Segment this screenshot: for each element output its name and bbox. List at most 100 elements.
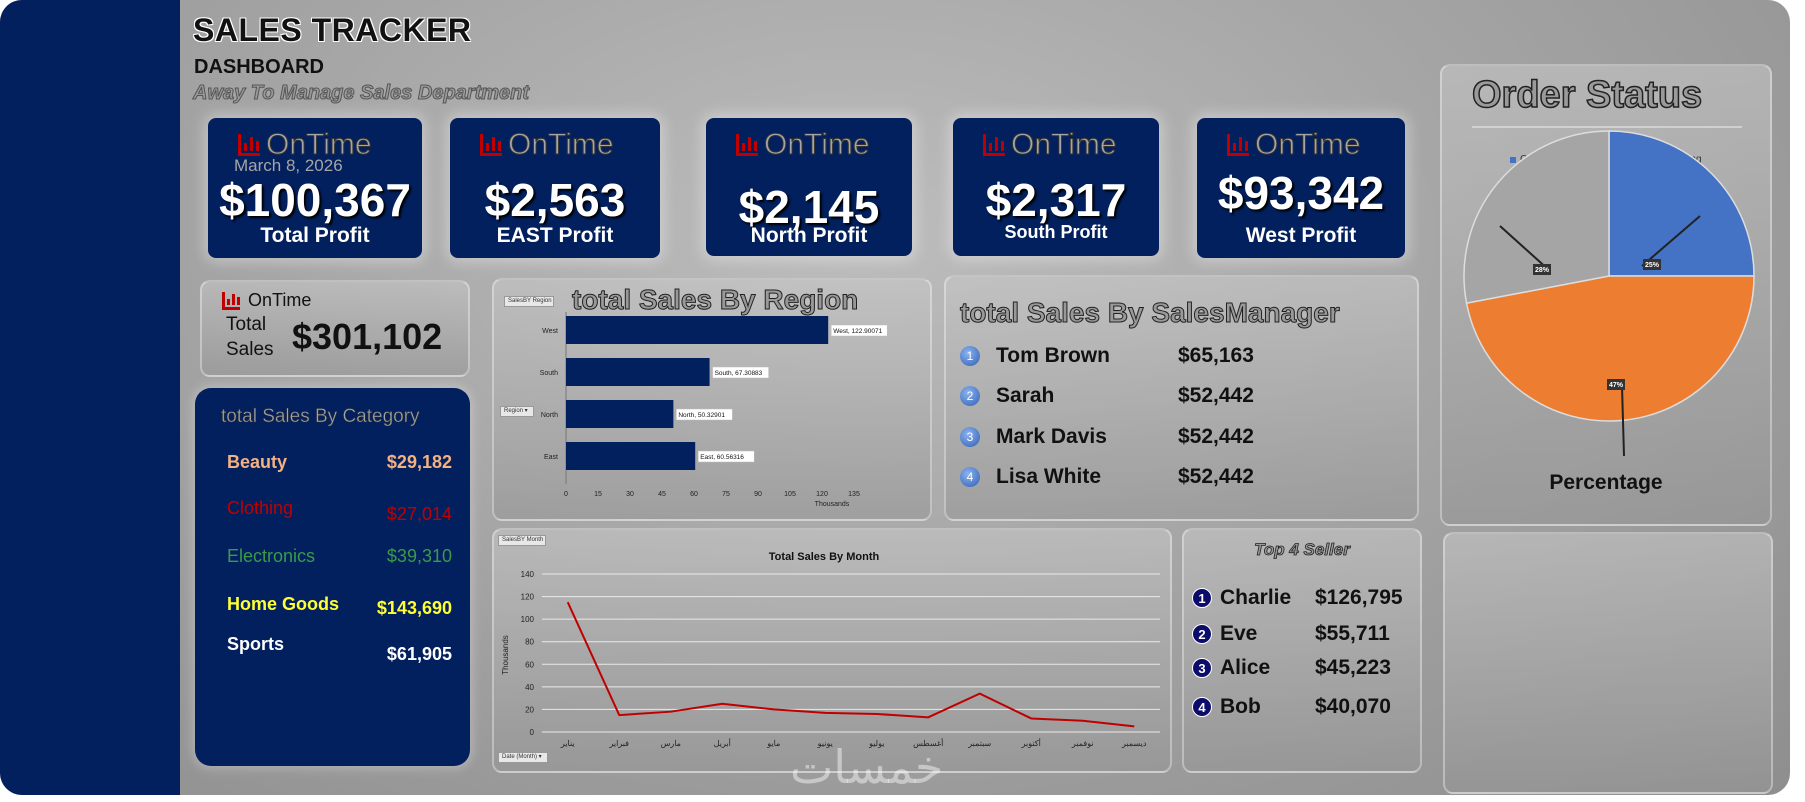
- month-y-tick: 80: [525, 638, 534, 647]
- kpi-date: March 8, 2026: [234, 156, 343, 175]
- region-data-label-box: [676, 408, 733, 421]
- month-x-tick: سبتمبر: [967, 739, 991, 748]
- pie-leader: [1621, 385, 1625, 457]
- region-x-tick: 75: [722, 491, 730, 498]
- pie-label: 28%: [1535, 267, 1550, 274]
- watermark: خمسات: [790, 740, 944, 794]
- rank-badge-icon: 2: [1192, 624, 1212, 644]
- kpi-badge: OnTime: [983, 128, 1117, 162]
- sales-by-manager-panel: total Sales By SalesManager 1 Tom Brown $6…: [944, 275, 1419, 521]
- kpi-west-profit: OnTime $93,342 West Profit: [1197, 118, 1405, 258]
- side-band: [0, 0, 180, 795]
- kpi-label: Total Profit: [260, 224, 370, 247]
- month-field-button[interactable]: SalesBY Month: [498, 535, 546, 546]
- month-x-tick: فبراير: [608, 739, 629, 748]
- region-x-tick: 135: [848, 491, 860, 498]
- order-status-title: Order Status: [1471, 73, 1703, 117]
- region-x-unit: Thousands: [815, 501, 850, 508]
- month-filter-dropdown[interactable]: Date (Month) ▾: [498, 752, 548, 763]
- month-x-tick: أكتوبر: [1021, 737, 1041, 748]
- kpi-label: South Profit: [1004, 222, 1108, 242]
- bar-chart-icon: [736, 134, 758, 156]
- pie-leader: [1499, 225, 1551, 272]
- manager-row: 1 Tom Brown $65,163: [960, 341, 1410, 371]
- region-data-label: South, 67.30883: [715, 370, 763, 377]
- total-sales-card: OnTime Total Sales $301,102: [200, 280, 470, 377]
- rank-badge-icon: 3: [960, 427, 980, 447]
- seller-row: 1 Charlie $126,795: [1192, 586, 1417, 610]
- kpi-label: North Profit: [750, 224, 868, 247]
- pie-slice: [1608, 130, 1755, 277]
- kpi-badge: OnTime: [736, 128, 870, 162]
- region-bar: [566, 400, 674, 428]
- pie-label: 47%: [1609, 382, 1624, 389]
- bar-chart-icon: [238, 134, 260, 156]
- month-y-tick: 120: [521, 593, 535, 602]
- category-row: Electronics $39,310: [227, 546, 452, 566]
- seller-row: 4 Bob $40,070: [1192, 695, 1417, 719]
- region-filter-dropdown[interactable]: Region ▾: [500, 406, 534, 417]
- category-row: Beauty $29,182: [227, 452, 452, 472]
- region-data-label: West, 122.90071: [833, 328, 882, 335]
- order-status-panel: Order Status CancelledCompletedPending 2…: [1440, 64, 1772, 526]
- month-y-tick: 100: [521, 615, 535, 624]
- manager-row: 3 Mark Davis $52,442: [960, 422, 1410, 452]
- region-x-tick: 0: [564, 491, 568, 498]
- rank-badge-icon: 4: [1192, 697, 1212, 717]
- category-row: Sports $61,905: [227, 634, 452, 664]
- pie-slice: [1463, 130, 1610, 305]
- region-x-tick: 90: [754, 491, 762, 498]
- pie-label: 25%: [1645, 262, 1660, 269]
- manager-row: 4 Lisa White $52,442: [960, 462, 1410, 492]
- dashboard-tagline: Away To Manage Sales Department: [192, 82, 530, 105]
- kpi-badge: OnTime: [480, 128, 614, 162]
- kpi-value: $2,145: [738, 181, 880, 233]
- rank-badge-icon: 2: [960, 386, 980, 406]
- month-x-tick: نوفمبر: [1071, 739, 1094, 748]
- bar-chart-icon: [983, 134, 1005, 156]
- region-x-tick: 105: [784, 491, 796, 498]
- bar-chart-icon: [1227, 134, 1249, 156]
- month-y-tick: 0: [530, 728, 535, 737]
- top-seller-panel: Top 4 Seller 1 Charlie $126,795 2 Eve $55,71…: [1182, 528, 1422, 773]
- region-bar: [566, 316, 829, 344]
- category-row: Clothing $27,014: [227, 498, 452, 524]
- kpi-value: $100,367: [219, 174, 411, 226]
- month-x-tick: مارس: [661, 739, 681, 748]
- month-x-tick: يوليو: [868, 739, 884, 748]
- manager-row: 2 Sarah $52,442: [960, 381, 1410, 411]
- manager-title: total Sales By SalesManager: [960, 297, 1341, 329]
- kpi-value: $2,317: [985, 174, 1127, 226]
- region-data-label: East, 60.56316: [700, 454, 744, 461]
- region-bar-chart: 0 15 30 45 60 75 90 105 120 135 Thousands West West,…: [540, 312, 888, 508]
- rank-badge-icon: 1: [960, 346, 980, 366]
- region-y-tick: West: [542, 328, 558, 335]
- region-chart-title: total Sales By Region: [571, 284, 859, 316]
- pie-footer-label: Percentage: [1549, 471, 1663, 494]
- region-y-tick: North: [541, 412, 558, 419]
- title-underline: [1472, 126, 1742, 128]
- pie-label-box: [1607, 379, 1625, 390]
- total-sales-value: $301,102: [292, 316, 443, 357]
- kpi-badge: OnTime: [238, 128, 372, 162]
- month-x-tick: مايو: [766, 739, 780, 748]
- category-title: total Sales By Category: [221, 406, 420, 428]
- dashboard-subtitle: DASHBOARD: [194, 56, 324, 78]
- region-data-label: North, 50.32901: [678, 412, 725, 419]
- month-x-tick: ديسمبر: [1121, 739, 1147, 748]
- total-sales-badge: OnTime: [222, 290, 311, 311]
- month-x-tick: يناير: [560, 739, 575, 748]
- region-data-label-box: [830, 324, 888, 337]
- pie-label-box: [1533, 264, 1551, 275]
- month-y-tick: 20: [525, 705, 534, 714]
- bar-chart-icon: [480, 134, 502, 156]
- region-field-button[interactable]: SalesBY Region: [504, 296, 554, 307]
- sales-by-category-card: total Sales By Category Beauty $29,182 Cl…: [195, 388, 470, 766]
- kpi-badge: OnTime: [1227, 128, 1361, 162]
- kpi-value: $93,342: [1217, 167, 1385, 219]
- seller-row: 3 Alice $45,223: [1192, 656, 1417, 680]
- month-y-tick: 40: [525, 683, 534, 692]
- month-x-tick: يونيو: [817, 739, 833, 748]
- total-sales-label: Total Sales: [226, 314, 274, 360]
- month-x-tick: أغسطس: [913, 737, 943, 748]
